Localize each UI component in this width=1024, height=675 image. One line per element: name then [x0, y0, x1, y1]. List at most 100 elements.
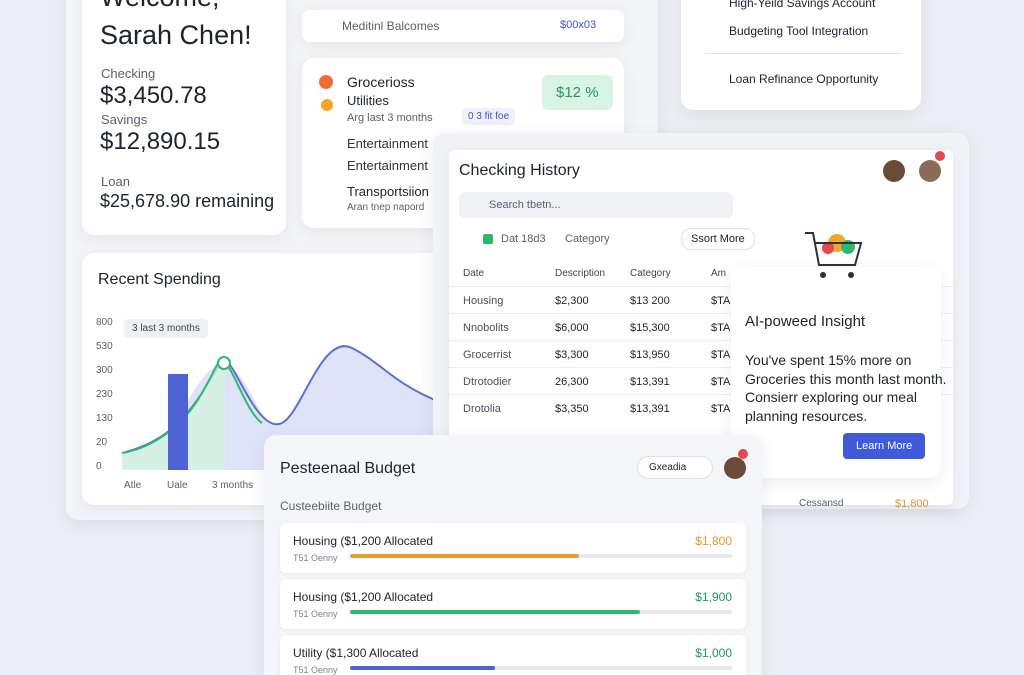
cell: $3,350 [555, 403, 589, 415]
offer[interactable]: High-Yeild Savings Account [729, 0, 876, 10]
budget-label: Housing ($1,200 Allocated [293, 590, 434, 604]
avatar[interactable] [919, 160, 941, 182]
y-label: 130 [96, 413, 113, 424]
sort-button[interactable]: Ssort More [681, 228, 755, 250]
dropdown[interactable]: Gxeadia [637, 456, 714, 479]
avatar[interactable] [724, 457, 746, 479]
cell: Housing [463, 295, 504, 307]
learn-more-button[interactable]: Learn More [843, 433, 926, 459]
cell: $13,391 [630, 403, 670, 415]
balances-label: Meditinl Balcomes [342, 19, 440, 33]
chip: 0 3 fit foe [462, 108, 516, 125]
budget-amount: $1,800 [695, 534, 732, 548]
user-name: Sarah Chen! [100, 20, 252, 50]
column-header: Am [711, 268, 726, 279]
x-label: 3 months [212, 480, 254, 491]
progress-track [350, 554, 732, 558]
card-title: Checking History [459, 162, 580, 179]
account-label: Savings [101, 112, 148, 127]
cell: $13,950 [630, 349, 670, 361]
y-label: 800 [96, 317, 113, 328]
progress-fill [350, 666, 496, 670]
category: Grocerioss [347, 74, 415, 90]
cell: Drotolia [463, 403, 501, 415]
cell: $TA [711, 349, 731, 361]
y-label: 20 [96, 437, 108, 448]
search-box[interactable]: Search tbetn... [459, 192, 733, 218]
category-sub: Aran tnep napord [347, 202, 425, 213]
column-header: Date [463, 268, 485, 279]
filter[interactable]: Category [565, 233, 610, 245]
y-label: 230 [96, 389, 113, 400]
cell: $TA [711, 322, 731, 334]
greeting: Welcome, [100, 0, 220, 13]
x-label: Atle [124, 480, 142, 491]
budget-item[interactable]: Housing ($1,200 Allocated T51 Oenny $1,800 [280, 523, 746, 573]
account-amount: $3,450.78 [100, 82, 207, 109]
y-label: 0 [96, 461, 102, 472]
column-header: Category [630, 268, 671, 279]
offer[interactable]: Loan Refinance Opportunity [729, 72, 879, 86]
cell: $6,000 [555, 322, 589, 334]
filter[interactable]: Dat 18d3 [501, 233, 546, 245]
budget-item[interactable]: Housing ($1,200 Allocated T51 Oenny $1,900 [280, 579, 746, 629]
cell: $15,300 [630, 322, 670, 334]
icon [321, 99, 333, 111]
column-header: Description [555, 268, 606, 279]
cell: $3,300 [555, 349, 589, 361]
cell: $1,800 [895, 498, 929, 510]
cell: Nnobolits [463, 322, 509, 334]
budget-amount: $1,000 [695, 646, 732, 660]
budget-sub: T51 Oenny [293, 665, 338, 675]
table-row[interactable]: Drotolia $3,350 $13,391 $TA [449, 394, 953, 422]
cell: $TA [711, 295, 731, 307]
point [217, 356, 231, 370]
budget-sub: T51 Oenny [293, 553, 338, 563]
account-amount: $25,678.90 remaining [100, 191, 275, 211]
avatar[interactable] [883, 160, 905, 182]
budget-item[interactable]: Utility ($1,300 Allocated T51 Oenny $1,000 [280, 635, 746, 675]
cart-icon [805, 232, 863, 278]
balances-value: $00x03 [560, 19, 597, 31]
cell: $13,391 [630, 376, 670, 388]
category: Utilities [347, 93, 389, 108]
icon [319, 75, 333, 89]
budget-sub: T51 Oenny [293, 609, 338, 619]
progress-fill [350, 554, 580, 558]
checkbox[interactable] [483, 234, 493, 244]
table-row[interactable]: Nnobolits $6,000 $15,300 $TA [449, 313, 953, 341]
table-row[interactable]: Grocerrist $3,300 $13,950 $TA [449, 340, 953, 368]
bar [168, 374, 188, 470]
divider [705, 53, 901, 54]
cell: Grocerrist [463, 349, 512, 361]
cell: $TA [711, 403, 731, 415]
subtitle: Custeebiite Budget [280, 499, 382, 513]
table-row[interactable]: Dtrotodier 26,300 $13,391 $TA [449, 367, 953, 395]
welcome-card: Welcome, Sarah Chen! Checking $3,450.78 … [82, 0, 286, 235]
cell: $2,300 [555, 295, 589, 307]
spending-card: Recent Spending 3 last 3 months Atle Ual… [82, 253, 442, 505]
filter[interactable]: 3 last 3 months [124, 319, 208, 338]
cell: $TA [711, 376, 731, 388]
category: Entertainment [347, 136, 428, 151]
insight-text: You've spent 15% more on Groceries this … [745, 352, 947, 424]
line [122, 359, 263, 454]
budget-amount: $1,900 [695, 590, 732, 604]
budget-label: Housing ($1,200 Allocated [293, 534, 434, 548]
offers-card: High-Yeild Savings Account Budgeting Too… [681, 0, 921, 110]
table-row[interactable]: Housing $2,300 $13 200 $TA [449, 286, 953, 314]
insight-card: AI-poweed Insight You've spent 15% more … [731, 232, 947, 478]
card-title: Pesteenaal Budget [280, 460, 416, 477]
offer[interactable]: Budgeting Tool Integration [729, 24, 869, 38]
card-title: Recent Spending [98, 271, 221, 288]
y-label: 530 [96, 341, 113, 352]
category: Transportsiion [347, 184, 429, 199]
table: Date Description Category Am Housing $2,300 $1… [449, 258, 953, 438]
account-amount: $12,890.15 [100, 128, 221, 155]
category: Entertainment [347, 158, 428, 173]
balances-bar[interactable]: Meditinl Balcomes $00x03 [302, 10, 624, 42]
x-label: Uale [167, 480, 188, 491]
budget-card: Pesteenaal Budget Gxeadia Custeebiite Bu… [264, 435, 762, 675]
cell: Cessansd [799, 498, 844, 509]
